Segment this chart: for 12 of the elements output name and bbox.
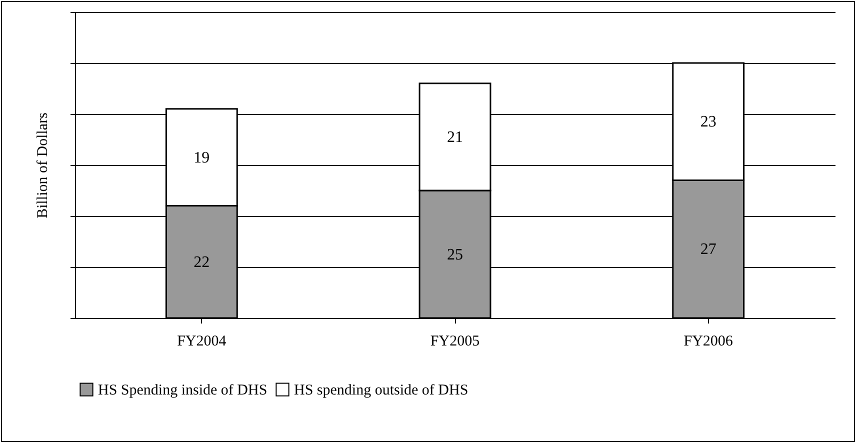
data-label: 19 (194, 149, 210, 166)
y-axis-title: Billion of Dollars (35, 112, 51, 218)
x-tick-label: FY2006 (684, 334, 734, 350)
legend-label: HS Spending inside of DHS (98, 382, 268, 399)
data-label: 23 (700, 114, 716, 131)
data-label: 25 (447, 246, 463, 264)
legend-label: HS spending outside of DHS (294, 382, 468, 399)
x-tick-label: FY2005 (430, 334, 480, 350)
data-label: 22 (194, 254, 210, 271)
x-tick-label: FY2004 (177, 334, 227, 350)
data-label: 27 (700, 241, 716, 258)
data-label: 21 (447, 128, 463, 146)
